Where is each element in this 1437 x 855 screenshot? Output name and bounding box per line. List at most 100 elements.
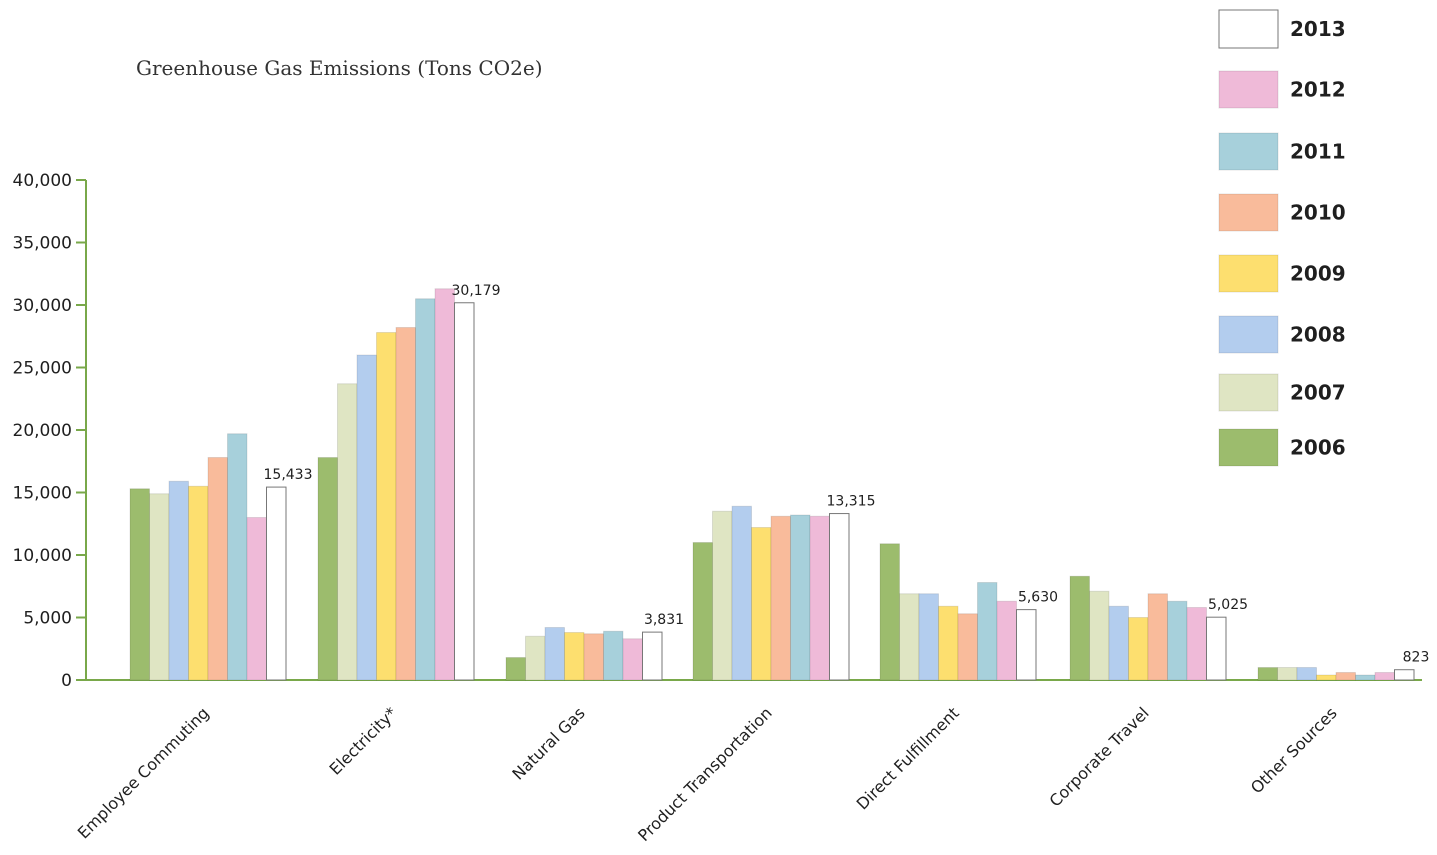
bar (168, 480, 189, 681)
legend-swatch (1218, 315, 1279, 354)
bar (642, 631, 663, 681)
bar (1167, 600, 1188, 681)
legend-item: 2010 (1218, 193, 1346, 232)
legend-swatch (1218, 428, 1279, 467)
legend-label: 2009 (1290, 262, 1346, 286)
bar (731, 505, 752, 681)
bar (188, 485, 209, 681)
bar (1016, 609, 1037, 681)
bar (603, 630, 624, 681)
x-category-label: Other Sources (1247, 703, 1341, 797)
category-group (1257, 667, 1415, 681)
bar-value-label: 823 (1403, 650, 1430, 666)
bar-value-label: 5,025 (1208, 597, 1248, 613)
bars-layer (129, 288, 1415, 681)
bar (227, 433, 248, 681)
legend-item: 2008 (1218, 315, 1346, 354)
bar (1069, 575, 1090, 681)
x-category-label: Direct Fulfillment (853, 703, 963, 813)
legend-swatch (1218, 70, 1279, 109)
legend-swatch (1218, 254, 1279, 293)
bar (918, 593, 939, 681)
legend: 2013 2012 2011 2010 2009 2008 2007 2006 (1218, 9, 1346, 467)
bar (712, 510, 733, 681)
bar (1374, 672, 1395, 681)
chart-title: Greenhouse Gas Emissions (Tons CO2e) (136, 56, 543, 80)
bar (246, 517, 267, 681)
y-tick-label: 35,000 (13, 234, 72, 254)
bar (207, 457, 228, 681)
bar (505, 657, 526, 681)
x-category-label: Natural Gas (508, 703, 588, 783)
y-tick-label: 40,000 (13, 171, 72, 191)
bar (544, 627, 565, 681)
legend-item: 2011 (1218, 132, 1346, 171)
y-tick-label: 20,000 (13, 421, 72, 441)
bar (434, 288, 455, 681)
category-group (505, 627, 663, 681)
bar-value-label: 5,630 (1018, 590, 1058, 606)
x-category-label: Product Transportation (634, 703, 776, 845)
legend-item: 2009 (1218, 254, 1346, 293)
y-tick-label: 15,000 (13, 484, 72, 504)
legend-swatch (1218, 9, 1279, 49)
category-group (879, 543, 1037, 681)
bar-value-label: 13,315 (827, 494, 876, 510)
legend-label: 2006 (1290, 436, 1346, 460)
bar (829, 513, 850, 681)
bar (1206, 616, 1227, 681)
bar (395, 327, 416, 681)
bar-value-label: 3,831 (644, 612, 684, 628)
y-tick-label: 0 (61, 671, 72, 691)
bar (356, 354, 377, 681)
legend-swatch (1218, 193, 1279, 232)
y-tick-label: 5,000 (23, 609, 72, 629)
bar (622, 638, 643, 681)
bar (454, 302, 475, 681)
bar (1108, 605, 1129, 681)
y-tick-label: 25,000 (13, 359, 72, 379)
legend-label: 2012 (1290, 78, 1346, 102)
bar (770, 515, 791, 681)
bar-value-label: 30,179 (452, 283, 501, 299)
bar (564, 632, 585, 681)
bar (1147, 593, 1168, 681)
bar (317, 457, 338, 681)
legend-item: 2013 (1218, 9, 1346, 49)
bar (996, 600, 1017, 681)
legend-label: 2010 (1290, 201, 1346, 225)
bar (1335, 672, 1356, 681)
bar (1394, 669, 1415, 681)
category-group (1069, 575, 1227, 681)
bar (1186, 607, 1207, 681)
bar (1089, 590, 1110, 681)
legend-item: 2006 (1218, 428, 1346, 467)
legend-label: 2011 (1290, 140, 1346, 164)
bar (337, 383, 358, 681)
bar (149, 493, 170, 681)
bar (1296, 667, 1317, 681)
bar (809, 515, 830, 681)
bar (525, 635, 546, 681)
bar (415, 298, 436, 681)
legend-swatch (1218, 132, 1279, 171)
bar (1128, 617, 1149, 681)
category-group (129, 433, 287, 681)
bar (879, 543, 900, 681)
y-tick-label: 10,000 (13, 546, 72, 566)
bar (957, 613, 978, 681)
legend-label: 2008 (1290, 323, 1346, 347)
bar (129, 488, 150, 681)
x-category-label: Corporate Travel (1046, 703, 1153, 810)
legend-swatch (1218, 373, 1279, 412)
category-group (692, 505, 850, 681)
bar (376, 332, 397, 681)
bar (266, 486, 287, 681)
bar (751, 527, 772, 681)
bar (1277, 667, 1298, 681)
bar (899, 593, 920, 681)
bar-value-label: 15,433 (264, 467, 313, 483)
x-category-label: Employee Commuting (74, 703, 213, 842)
